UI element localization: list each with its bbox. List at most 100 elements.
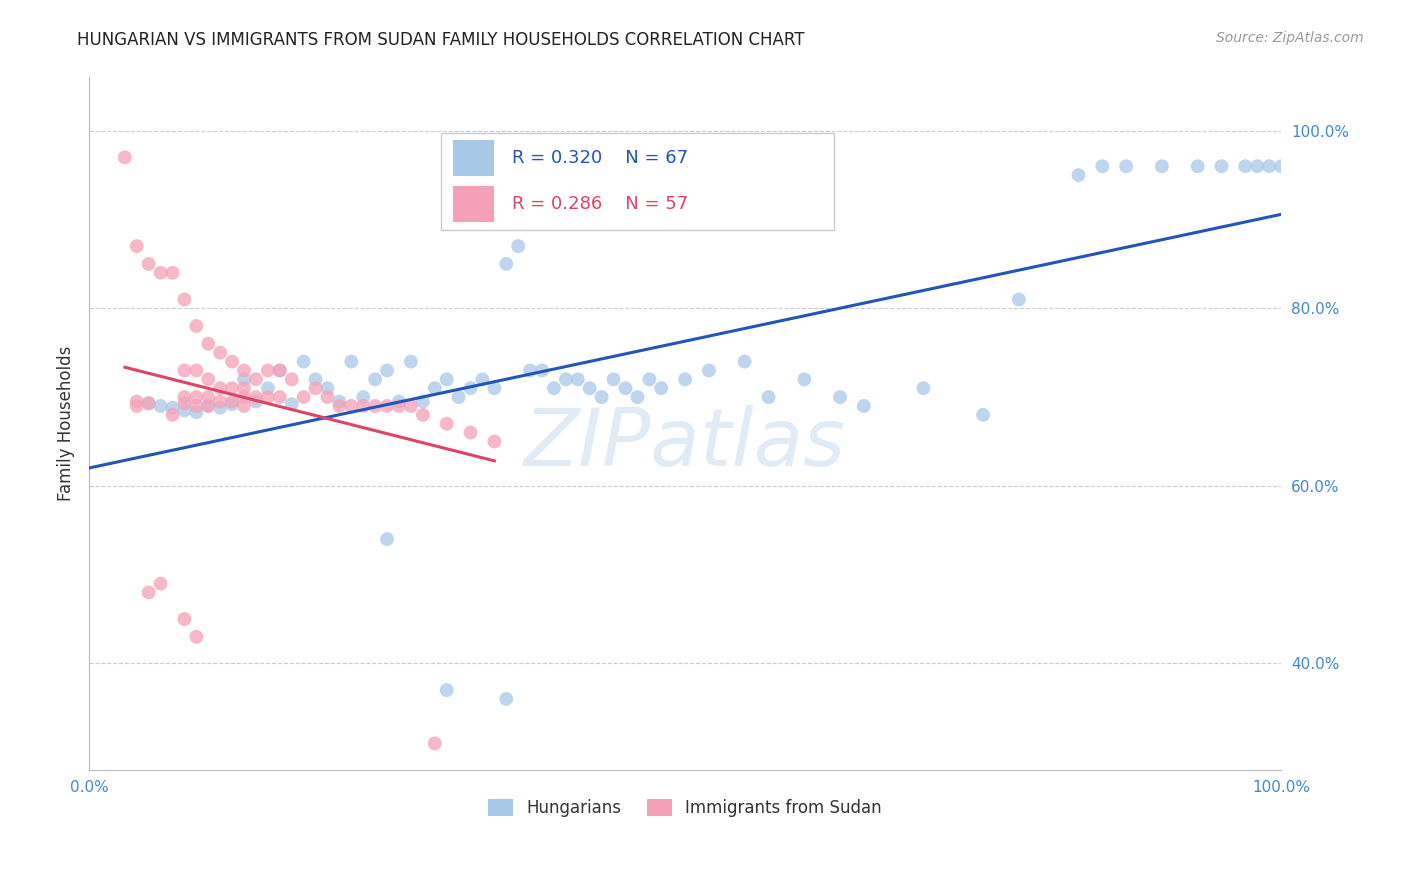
Point: [828, 390, 851, 404]
Point: [1211, 159, 1233, 173]
Point: [793, 372, 815, 386]
Text: Source: ZipAtlas.com: Source: ZipAtlas.com: [1216, 31, 1364, 45]
Point: [352, 399, 374, 413]
Point: [221, 397, 243, 411]
Point: [388, 394, 411, 409]
Point: [162, 266, 184, 280]
Point: [186, 319, 208, 334]
Point: [173, 363, 195, 377]
Point: [673, 372, 696, 386]
Point: [1258, 159, 1281, 173]
Point: [1150, 159, 1173, 173]
Point: [1067, 168, 1090, 182]
Point: [209, 394, 232, 409]
Point: [484, 434, 506, 449]
Point: [460, 425, 482, 440]
Point: [173, 403, 195, 417]
Point: [125, 399, 148, 413]
Point: [186, 390, 208, 404]
FancyBboxPatch shape: [453, 186, 495, 222]
Point: [138, 396, 160, 410]
Point: [197, 390, 219, 404]
Point: [519, 363, 541, 377]
Point: [364, 399, 387, 413]
Point: [257, 363, 280, 377]
Point: [173, 612, 195, 626]
Point: [912, 381, 935, 395]
Point: [340, 399, 363, 413]
Point: [173, 390, 195, 404]
Point: [233, 399, 256, 413]
Point: [280, 372, 302, 386]
Point: [245, 394, 267, 409]
Point: [304, 381, 326, 395]
Point: [340, 354, 363, 368]
Point: [508, 239, 530, 253]
Point: [436, 683, 458, 698]
Point: [280, 397, 302, 411]
Point: [375, 532, 398, 546]
Point: [114, 150, 136, 164]
Point: [375, 399, 398, 413]
Point: [209, 345, 232, 359]
Point: [734, 354, 756, 368]
Point: [149, 576, 172, 591]
Point: [328, 399, 350, 413]
Point: [626, 390, 648, 404]
Point: [852, 399, 875, 413]
Point: [173, 293, 195, 307]
Point: [233, 363, 256, 377]
Point: [316, 390, 339, 404]
Point: [399, 399, 422, 413]
Point: [149, 399, 172, 413]
Point: [1091, 159, 1114, 173]
Point: [554, 372, 576, 386]
Point: [352, 390, 374, 404]
Text: R = 0.320    N = 67: R = 0.320 N = 67: [512, 150, 689, 168]
Point: [233, 390, 256, 404]
Point: [471, 372, 494, 386]
Point: [602, 372, 624, 386]
Point: [436, 417, 458, 431]
Point: [567, 372, 589, 386]
Point: [245, 390, 267, 404]
Text: R = 0.286    N = 57: R = 0.286 N = 57: [512, 195, 689, 213]
Point: [423, 381, 446, 395]
Legend: Hungarians, Immigrants from Sudan: Hungarians, Immigrants from Sudan: [482, 792, 889, 824]
Point: [233, 372, 256, 386]
Point: [423, 736, 446, 750]
Point: [460, 381, 482, 395]
Point: [221, 381, 243, 395]
Point: [436, 372, 458, 386]
Point: [375, 363, 398, 377]
Point: [209, 401, 232, 415]
Point: [162, 408, 184, 422]
Point: [292, 390, 315, 404]
Point: [186, 399, 208, 413]
Point: [245, 372, 267, 386]
Point: [197, 336, 219, 351]
Point: [186, 630, 208, 644]
Point: [173, 396, 195, 410]
Point: [186, 405, 208, 419]
Point: [758, 390, 780, 404]
Point: [650, 381, 672, 395]
Point: [578, 381, 600, 395]
Point: [292, 354, 315, 368]
Point: [1008, 293, 1031, 307]
Point: [531, 363, 554, 377]
Point: [162, 401, 184, 415]
Point: [1270, 159, 1292, 173]
Point: [495, 692, 517, 706]
Point: [149, 266, 172, 280]
Point: [316, 381, 339, 395]
Point: [972, 408, 994, 422]
Text: ZIPatlas: ZIPatlas: [524, 406, 846, 483]
Point: [484, 381, 506, 395]
Point: [447, 390, 470, 404]
Point: [186, 363, 208, 377]
Point: [1115, 159, 1137, 173]
Point: [591, 390, 613, 404]
Point: [138, 585, 160, 599]
Point: [269, 363, 291, 377]
